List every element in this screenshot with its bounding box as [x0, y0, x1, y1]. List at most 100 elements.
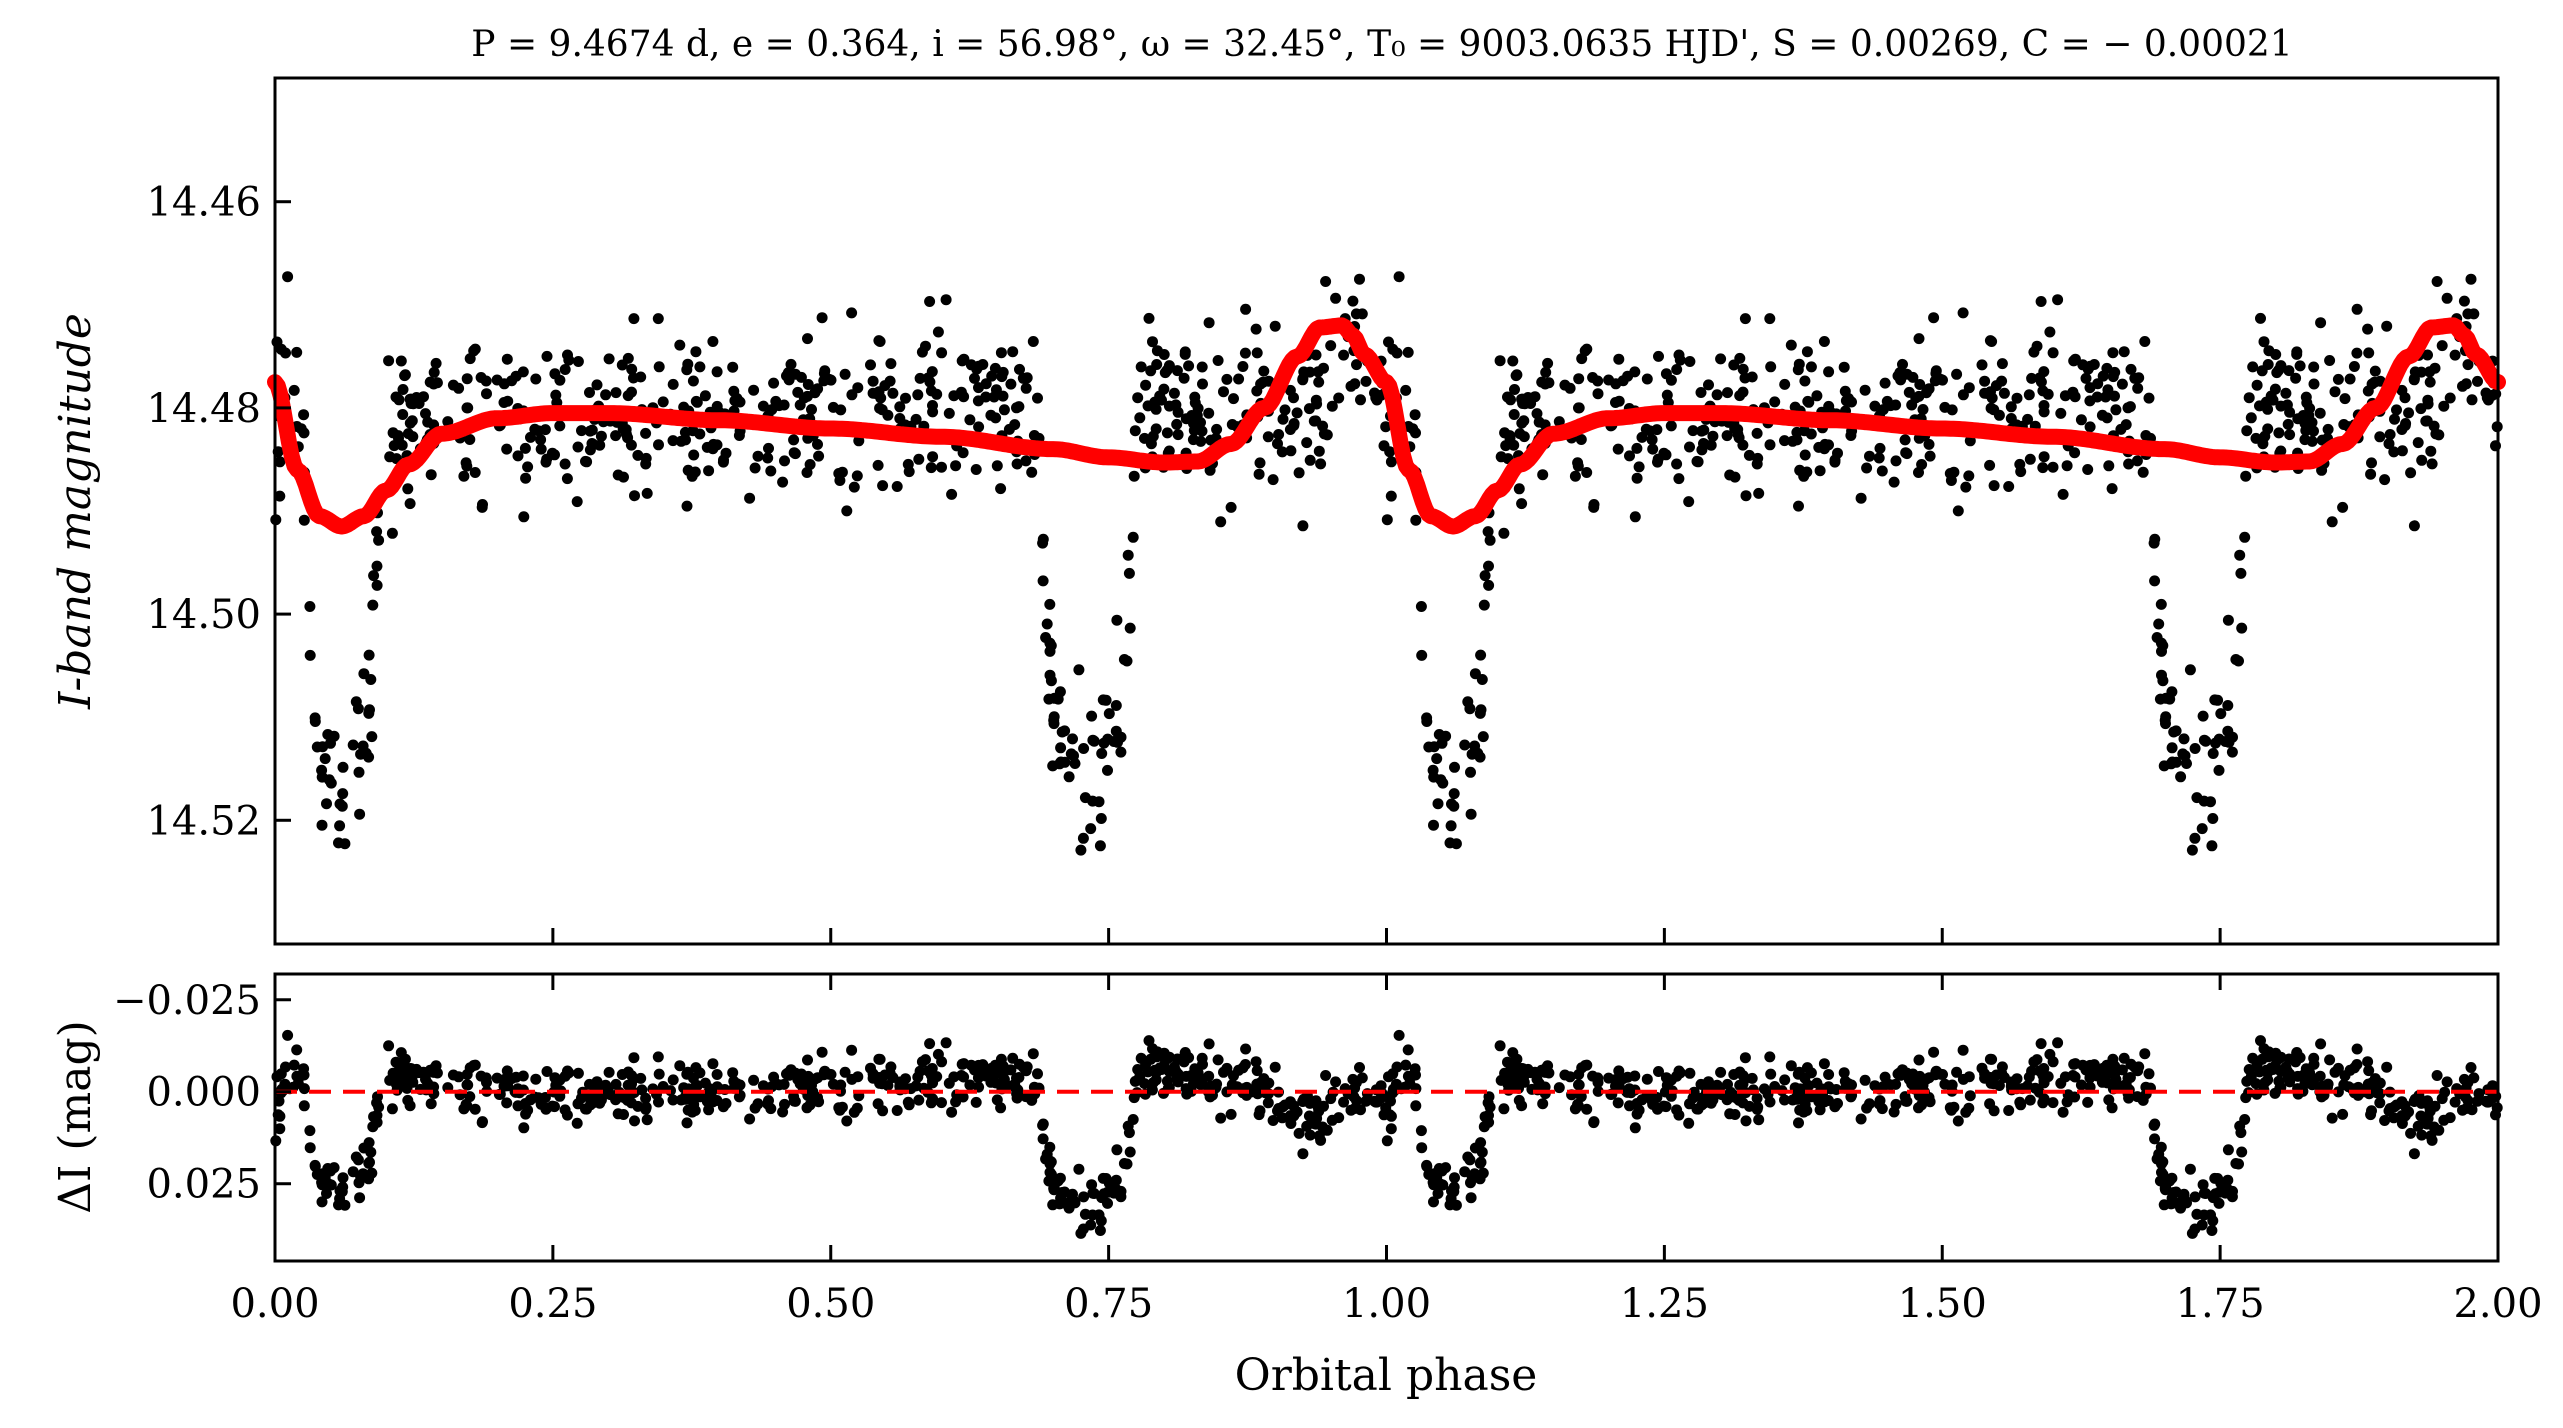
observed-point: [1916, 459, 1928, 470]
observed-point: [1855, 492, 1867, 504]
residual-point: [1156, 1064, 1167, 1075]
residual-point: [280, 1061, 291, 1073]
observed-point: [2422, 394, 2434, 406]
residual-point: [2332, 1062, 2344, 1074]
residual-point: [699, 1077, 711, 1089]
residual-point: [1482, 1097, 1494, 1109]
residual-point: [1048, 1181, 1060, 1193]
observed-point: [694, 361, 706, 373]
residual-point: [1094, 1225, 1106, 1236]
observed-point: [2125, 363, 2137, 375]
observed-point: [1721, 430, 1733, 442]
observed-point: [1930, 368, 1942, 379]
residual-point: [1957, 1073, 1969, 1085]
residual-point: [1383, 1071, 1394, 1083]
observed-point: [2014, 458, 2026, 470]
observed-point: [2251, 379, 2263, 391]
observed-point: [1494, 355, 1506, 367]
residual-point: [2415, 1110, 2427, 1122]
residual-point: [1813, 1096, 1825, 1107]
residual-point: [902, 1096, 914, 1108]
residual-point: [1393, 1029, 1405, 1041]
observed-point: [876, 404, 888, 416]
residual-point: [2197, 1179, 2209, 1191]
observed-point: [519, 442, 531, 454]
observed-point: [1284, 424, 1296, 435]
x-tick-label: 0.00: [230, 1281, 319, 1327]
observed-point: [2362, 323, 2374, 335]
observed-point: [304, 601, 316, 612]
residual-point: [1212, 1054, 1224, 1066]
observed-point: [1122, 549, 1134, 561]
residual-point: [1095, 1215, 1107, 1227]
observed-point: [1212, 355, 1224, 366]
residual-point: [2143, 1068, 2155, 1080]
residual-point: [936, 1097, 947, 1109]
observed-point: [1813, 441, 1825, 453]
observed-point: [1043, 693, 1055, 705]
residual-point: [298, 1083, 310, 1095]
observed-point: [2038, 451, 2050, 463]
observed-point: [1665, 420, 1677, 432]
observed-point: [1384, 446, 1396, 458]
observed-point: [271, 336, 283, 348]
observed-point: [1581, 467, 1593, 478]
observed-point: [1218, 386, 1229, 398]
observed-point: [586, 424, 598, 436]
observed-point: [2082, 464, 2094, 475]
residual-point: [2103, 1094, 2115, 1106]
residual-point: [561, 1109, 573, 1121]
residual-point: [337, 1181, 349, 1193]
observed-point: [1056, 726, 1068, 738]
observed-point: [1103, 708, 1115, 720]
observed-point: [1254, 457, 1266, 469]
observed-point: [997, 390, 1009, 402]
residual-point: [2120, 1078, 2132, 1090]
residual-point: [2096, 1076, 2108, 1088]
observed-point: [1477, 731, 1489, 743]
observed-point: [703, 465, 715, 477]
residual-point: [1641, 1073, 1653, 1085]
observed-point: [2472, 375, 2483, 387]
observed-point: [1612, 443, 1624, 455]
residual-point: [1964, 1090, 1976, 1102]
residual-point: [1111, 1144, 1123, 1156]
observed-point: [874, 336, 886, 347]
residual-point: [2362, 1056, 2374, 1068]
observed-point: [2259, 430, 2271, 442]
observed-point: [2222, 725, 2234, 737]
residual-point: [1142, 1066, 1154, 1078]
residual-point: [2245, 1071, 2257, 1082]
residual-point: [1914, 1070, 1926, 1082]
observed-point: [1098, 737, 1110, 749]
observed-point: [1215, 516, 1227, 528]
residual-point: [1923, 1072, 1935, 1084]
observed-point: [894, 413, 906, 424]
observed-point: [1923, 438, 1935, 450]
observed-point: [1859, 384, 1871, 396]
residual-point: [711, 1069, 723, 1080]
residual-point: [2069, 1071, 2081, 1083]
observed-point: [1587, 372, 1599, 383]
observed-point: [2239, 531, 2251, 543]
residual-point: [2084, 1072, 2096, 1084]
observed-point: [2291, 346, 2303, 358]
observed-point: [334, 820, 346, 832]
observed-point: [1696, 444, 1708, 456]
observed-point: [1613, 395, 1625, 407]
observed-point: [1118, 654, 1130, 665]
observed-point: [940, 294, 952, 306]
residual-point: [1516, 1100, 1528, 1112]
observed-point: [1250, 323, 1262, 335]
observed-point: [1799, 375, 1811, 387]
residual-point: [1890, 1078, 1902, 1090]
observed-point: [653, 439, 664, 451]
residual-point: [778, 1078, 790, 1090]
observed-point: [1876, 465, 1888, 477]
observed-point: [681, 500, 693, 512]
observed-point: [2344, 373, 2356, 385]
residual-point: [581, 1103, 593, 1115]
observed-point: [1674, 354, 1686, 366]
residual-point: [1054, 1172, 1066, 1184]
observed-point: [1094, 840, 1106, 852]
